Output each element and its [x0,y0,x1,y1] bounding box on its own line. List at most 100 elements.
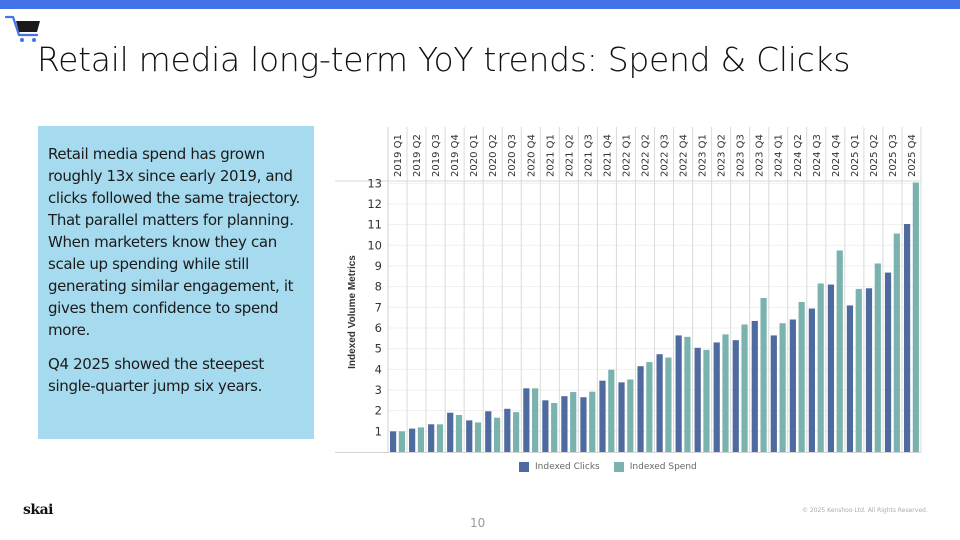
x-tick-label: 2025 Q3 [888,134,899,177]
x-tick-label: 2024 Q1 [774,134,785,177]
chart-ticks: 2019 Q1 2019 Q2 2019 Q3 2019 Q4 2020 Q1 2020 … [367,134,918,438]
shopping-cart-icon [5,15,40,42]
x-tick-label: 2023 Q1 [698,134,709,177]
bar-indexed-clicks [542,400,549,452]
legend-swatch-spend [613,462,624,472]
y-tick-label: 6 [375,321,382,335]
x-tick-label: 2022 Q2 [640,134,651,177]
bar-indexed-clicks [485,411,492,452]
bar-indexed-spend [646,362,653,452]
bar-indexed-spend [665,357,672,452]
x-tick-label: 2020 Q3 [507,134,518,177]
bar-indexed-clicks [428,424,435,452]
x-tick-label: 2023 Q3 [736,134,747,177]
bar-indexed-clicks [466,420,473,452]
y-tick-label: 4 [375,362,382,376]
bar-indexed-clicks [656,354,663,452]
bar-indexed-spend [741,324,748,452]
bar-indexed-clicks [903,224,911,452]
y-axis-label: Indexed Volume Metrics [347,255,358,369]
x-tick-label: 2021 Q3 [583,134,594,177]
summary-paragraph-1: Retail media spend has grown roughly 13x… [48,145,300,339]
x-tick-label: 2021 Q2 [564,134,575,177]
bar-indexed-spend [398,431,405,452]
bar-indexed-clicks [580,397,587,452]
skai-logo: skai [23,502,53,518]
page-number: 10 [470,516,486,530]
x-tick-label: 2019 Q2 [412,134,423,177]
y-tick-label: 12 [367,197,382,211]
x-tick-label: 2024 Q4 [831,134,842,177]
x-tick-label: 2023 Q2 [717,134,728,177]
bar-indexed-spend [760,298,767,452]
x-tick-label: 2019 Q1 [393,134,404,177]
legend-swatch-clicks [519,462,529,472]
y-tick-label: 10 [367,238,382,252]
bar-indexed-clicks [561,396,568,452]
bar-indexed-clicks [618,382,625,452]
legend-label-spend: Indexed Spend [629,462,697,472]
bar-indexed-clicks [884,272,892,452]
bar-indexed-clicks [827,284,835,452]
y-tick-label: 8 [375,280,382,294]
bar-indexed-spend [589,391,596,452]
bar-indexed-spend [436,424,444,452]
bar-indexed-spend [874,263,881,452]
x-tick-label: 2022 Q3 [660,134,671,177]
bar-indexed-spend [493,417,501,452]
x-tick-label: 2022 Q4 [679,134,690,177]
bar-indexed-clicks [504,408,511,452]
bar-indexed-clicks [846,305,854,452]
bar-indexed-clicks [447,412,454,452]
bar-indexed-clicks [390,431,397,452]
bar-indexed-clicks [808,308,815,452]
bar-indexed-spend [817,283,824,452]
summary-paragraph-2: Q4 2025 showed the steepest single-quart… [48,355,264,395]
x-tick-label: 2019 Q3 [431,134,442,177]
x-tick-label: 2020 Q2 [488,134,499,177]
legend-item-spend: Indexed Spend [613,462,697,472]
bar-indexed-spend [455,415,463,452]
x-tick-label: 2025 Q1 [850,134,861,177]
y-tick-label: 1 [375,424,382,438]
bar-indexed-clicks [523,388,530,452]
bar-indexed-spend [684,336,691,452]
x-tick-label: 2025 Q2 [869,134,880,177]
bar-indexed-clicks [789,319,796,452]
bar-indexed-clicks [751,320,758,452]
bar-indexed-clicks [694,347,701,452]
chart-legend: Indexed Clicks Indexed Spend [519,462,703,472]
bar-indexed-spend [532,388,539,452]
x-tick-label: 2021 Q4 [602,134,613,177]
bar-indexed-spend [551,403,558,452]
bar-indexed-spend [893,233,900,452]
bar-indexed-clicks [865,288,873,452]
y-tick-label: 3 [375,383,382,397]
legend-item-clicks: Indexed Clicks [519,462,600,472]
bar-indexed-clicks [732,340,739,452]
y-tick-label: 11 [367,218,382,232]
bar-indexed-spend [779,323,786,452]
x-tick-label: 2025 Q4 [907,134,918,177]
bar-indexed-spend [798,301,805,452]
x-tick-label: 2024 Q2 [793,134,804,177]
bar-indexed-spend [722,334,729,452]
chart-bars [390,182,919,452]
bar-indexed-clicks [770,335,777,452]
bar-indexed-clicks [675,335,682,452]
x-tick-label: 2021 Q1 [545,134,556,177]
bar-indexed-spend [570,392,577,452]
legend-label-clicks: Indexed Clicks [535,462,600,472]
bar-indexed-spend [855,288,862,452]
copyright-notice: © 2025 Kenshoo Ltd. All Rights Reserved. [802,507,928,514]
summary-text-box: Retail media spend has grown roughly 13x… [38,126,314,439]
top-accent-bar [0,0,960,9]
x-tick-label: 2023 Q4 [755,134,766,177]
y-tick-label: 13 [367,176,382,190]
y-tick-label: 5 [375,342,382,356]
bar-indexed-clicks [637,366,644,452]
y-tick-label: 9 [375,259,382,273]
x-tick-label: 2024 Q3 [812,134,823,177]
bar-indexed-spend [703,349,710,452]
